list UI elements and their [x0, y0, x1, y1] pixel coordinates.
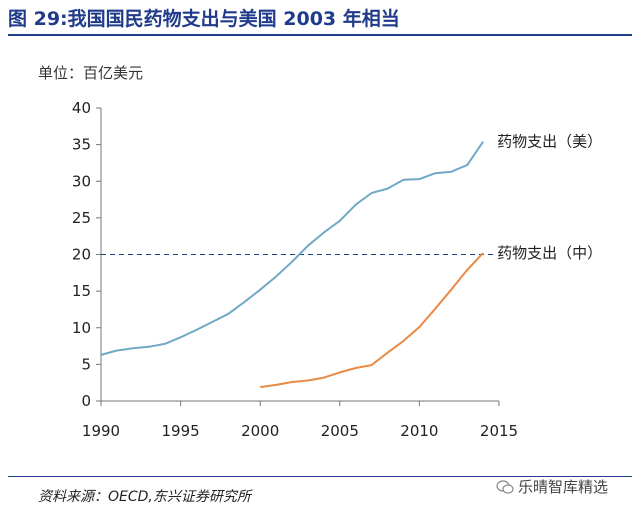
- y-tick-label: 30: [72, 172, 91, 190]
- us-drug-spending-line: [100, 141, 484, 356]
- title-divider: [8, 34, 632, 36]
- watermark-text: 乐晴智库精选: [518, 478, 609, 496]
- source-note: 资料来源：OECD,东兴证券研究所: [38, 489, 251, 505]
- x-tick-label: 2010: [400, 422, 438, 440]
- series-label: 药物支出（中）: [497, 244, 602, 262]
- china-drug-spending-line: [260, 252, 484, 389]
- y-tick-label: 20: [72, 246, 91, 264]
- x-tick-label: 2000: [241, 422, 279, 440]
- page-title: 图 29:我国国民药物支出与美国 2003 年相当: [8, 8, 400, 30]
- y-tick-label: 15: [72, 282, 91, 300]
- x-tick-label: 2015: [480, 422, 518, 440]
- wechat-icon: [496, 479, 514, 494]
- unit-label: 单位：百亿美元: [38, 64, 144, 82]
- y-tick-label: 40: [72, 99, 91, 117]
- watermark: 乐晴智库精选: [496, 476, 608, 497]
- y-tick-label: 5: [81, 355, 91, 373]
- y-tick-label: 10: [72, 319, 91, 337]
- x-tick-label: 1990: [82, 422, 120, 440]
- x-tick-label: 2005: [321, 422, 359, 440]
- y-tick-label: 0: [81, 392, 91, 410]
- x-tick-label: 1995: [162, 422, 200, 440]
- y-tick-label: 35: [72, 136, 91, 154]
- footer-divider: [8, 476, 632, 477]
- series-label: 药物支出（美）: [497, 133, 602, 151]
- y-tick-label: 25: [72, 209, 91, 227]
